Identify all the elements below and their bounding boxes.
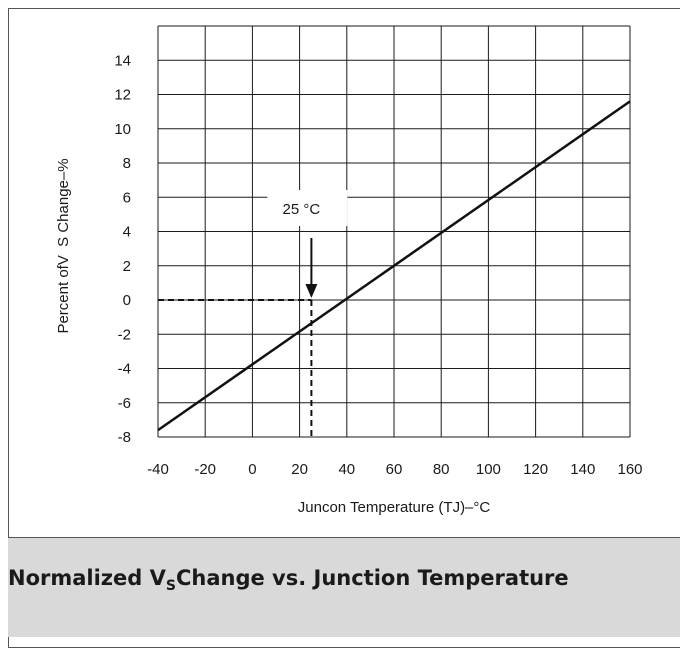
y-tick-label: 14 bbox=[114, 52, 131, 69]
x-tick-label: 120 bbox=[523, 461, 548, 478]
y-tick-label: 10 bbox=[114, 121, 131, 138]
x-tick-label: 20 bbox=[291, 461, 308, 478]
x-tick-label: 100 bbox=[476, 461, 501, 478]
x-tick-label: 160 bbox=[617, 461, 642, 478]
annotation-arrow-head bbox=[305, 284, 318, 298]
y-tick-label: 2 bbox=[123, 258, 131, 275]
x-tick-label: 60 bbox=[386, 461, 403, 478]
x-tick-label: -20 bbox=[194, 461, 216, 478]
caption-text-before: Normalized V bbox=[8, 566, 166, 590]
annotation-label-box bbox=[267, 190, 348, 226]
line-chart: -40 -20 0 20 40 60 80 100 120 140 160 -8-6-4-20246… bbox=[55, 25, 643, 516]
series-line bbox=[157, 100, 631, 432]
caption-text-after: Change vs. Junction Temperature bbox=[175, 566, 569, 590]
y-tick-label: -4 bbox=[118, 361, 131, 378]
x-tick-label: 0 bbox=[248, 461, 256, 478]
annotations: 25 °C bbox=[267, 190, 348, 298]
x-tick-labels: -40 -20 0 20 40 60 80 100 120 140 160 bbox=[147, 461, 642, 478]
caption-subscript: S bbox=[165, 578, 176, 595]
x-tick-label: 40 bbox=[338, 461, 355, 478]
x-tick-label: -40 bbox=[147, 461, 169, 478]
caption-text: Normalized VSChange vs. Junction Tempera… bbox=[8, 566, 569, 594]
y-tick-label: 12 bbox=[114, 87, 131, 104]
y-tick-label: -2 bbox=[118, 326, 131, 343]
y-tick-label: 6 bbox=[123, 189, 131, 206]
x-tick-label: 80 bbox=[433, 461, 450, 478]
y-axis-label: Percent ofV S Change–% bbox=[55, 158, 72, 333]
y-tick-label: -6 bbox=[118, 395, 131, 412]
x-tick-label: 140 bbox=[570, 461, 595, 478]
y-tick-label: 4 bbox=[123, 224, 131, 241]
y-tick-label: -8 bbox=[118, 429, 131, 446]
y-tick-label: 0 bbox=[123, 292, 131, 309]
annotation-label: 25 °C bbox=[283, 201, 321, 218]
grid-lines bbox=[157, 25, 631, 438]
series-lines bbox=[157, 100, 631, 432]
y-tick-label: 8 bbox=[123, 155, 131, 172]
y-tick-labels: -8 -6 -4 -2 0 2 4 6 8 10 12 14 bbox=[114, 52, 131, 446]
x-axis-label: Juncon Temperature (TJ)–°C bbox=[298, 499, 491, 516]
figure-caption: Normalized VSChange vs. Junction Tempera… bbox=[8, 537, 680, 637]
